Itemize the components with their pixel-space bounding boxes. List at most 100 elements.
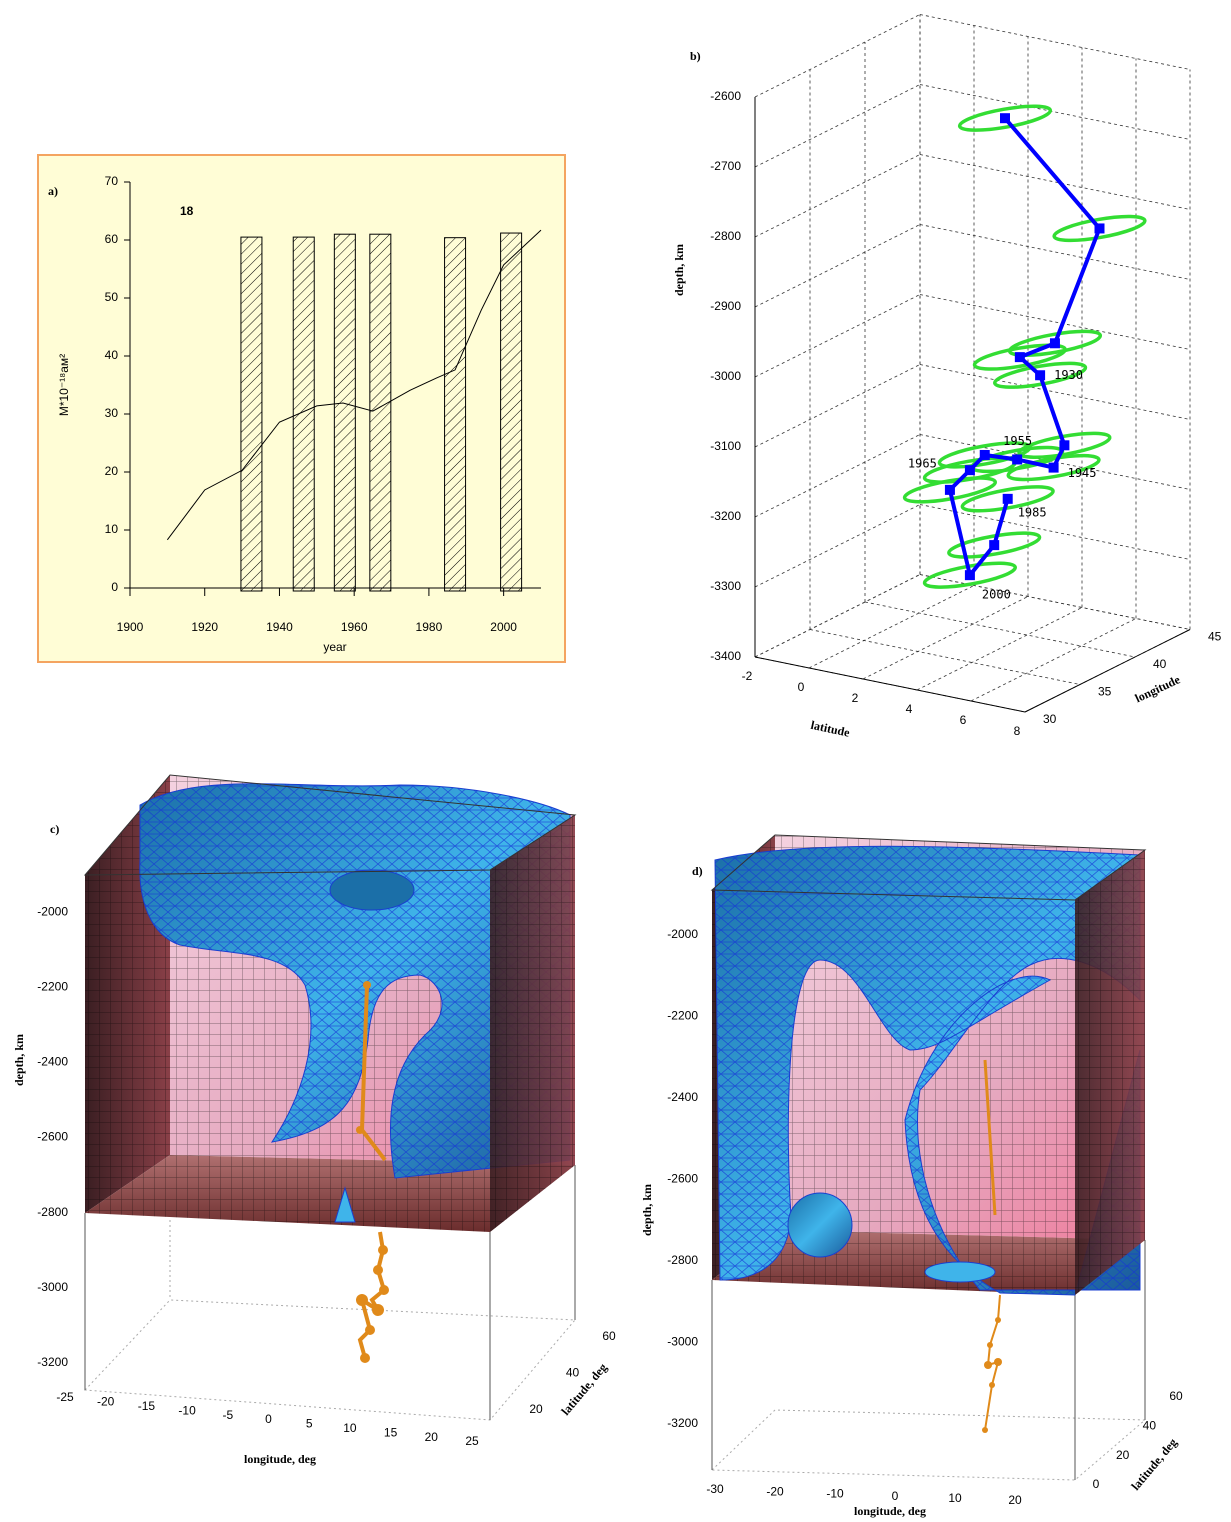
x-axis-title: longitude, deg [244, 1452, 316, 1466]
z-tick-label: -3000 [37, 1280, 68, 1294]
point [964, 465, 975, 476]
grid-line [754, 294, 921, 378]
point [1094, 223, 1105, 234]
x-axis-title: latitude [810, 718, 852, 740]
x-tick-label: 4 [906, 702, 913, 716]
point [1059, 440, 1070, 451]
error-ellipse [1052, 214, 1147, 243]
x-axis-title: longitude, deg [854, 1504, 926, 1518]
grid-line [919, 84, 1191, 140]
y-tick-label: 20 [105, 464, 119, 478]
z-axis-title: depth, km [672, 244, 686, 296]
x-tick-label: -2 [742, 669, 753, 683]
point [1012, 454, 1023, 465]
z-tick-label: -2900 [710, 299, 741, 313]
z-tick-label: -3200 [710, 509, 741, 523]
y-tick-label: 30 [105, 406, 119, 420]
z-tick-label: -3100 [710, 439, 741, 453]
y-tick-label: 60 [105, 232, 119, 246]
z-tick-label: -3000 [710, 369, 741, 383]
bar [333, 233, 356, 592]
x-tick-label: 2000 [490, 620, 517, 634]
point [989, 540, 1000, 551]
z-tick-label: -2600 [710, 89, 741, 103]
point-label: 1955 [1003, 434, 1032, 448]
x-tick-label: -10 [826, 1487, 844, 1501]
grid-line [808, 585, 975, 669]
grid-line [919, 294, 1191, 350]
x-tick-label: 2 [852, 691, 859, 705]
x-axis-title: year [323, 640, 346, 654]
grid-line [754, 224, 921, 308]
y-tick-label: 40 [566, 1366, 580, 1380]
line [166, 229, 542, 541]
point [979, 449, 990, 460]
grid-line [754, 154, 921, 238]
grid-line [754, 14, 921, 98]
x-tick-label: -20 [97, 1395, 115, 1409]
panel-label: b) [690, 49, 701, 63]
point [964, 570, 975, 581]
z-tick-label: -2200 [37, 979, 68, 993]
point [1000, 113, 1010, 124]
x-tick-label: -15 [138, 1399, 156, 1413]
point-label: 1930 [1054, 368, 1083, 382]
z-tick-label: -2400 [37, 1055, 68, 1069]
grid-line [754, 574, 921, 658]
point [1035, 370, 1046, 381]
grid-line [754, 504, 921, 588]
bar [240, 236, 263, 592]
grid-line [916, 607, 1083, 691]
grid-line [919, 434, 1191, 490]
y-axis-title: M*10⁻¹⁸aм² [57, 354, 71, 416]
x-axis [754, 656, 1026, 713]
y-axis-title: longitude [1133, 672, 1183, 705]
error-ellipse [947, 531, 1042, 559]
trajectory [947, 116, 1102, 580]
x-tick-label: 15 [384, 1425, 398, 1439]
y-tick-label: 70 [105, 174, 119, 188]
x-tick-label: 1940 [266, 620, 293, 634]
point [1048, 462, 1059, 473]
panel-label: d) [692, 864, 703, 878]
grid-line [862, 596, 1029, 680]
point-label: 1965 [908, 457, 937, 471]
y-tick-label: 0 [111, 580, 118, 594]
z-tick-label: -2000 [37, 904, 68, 918]
z-tick-label: -3400 [710, 649, 741, 663]
grid-line [919, 154, 1191, 210]
panel-d-render [710, 834, 1147, 1481]
grid-line [919, 224, 1191, 280]
panel-c-render [83, 774, 577, 1421]
z-tick-label: -2000 [667, 927, 698, 941]
grid-line [919, 504, 1191, 560]
grid-line [919, 14, 1191, 70]
grid-line [864, 601, 1136, 658]
error-ellipse [960, 485, 1055, 513]
bar [444, 237, 467, 592]
point [1014, 352, 1025, 363]
y-tick-label: 0 [1093, 1477, 1100, 1491]
error-ellipse [972, 343, 1067, 371]
x-tick-label: 6 [960, 713, 967, 727]
grid-line [754, 364, 921, 448]
panel-label: a) [48, 184, 58, 198]
y-tick-label: 45 [1208, 630, 1222, 644]
z-tick-label: -3200 [667, 1416, 698, 1430]
x-tick-label: 1980 [416, 620, 443, 634]
z-tick-label: -3200 [37, 1355, 68, 1369]
x-tick-label: 10 [948, 1491, 962, 1505]
x-tick-label: 1900 [117, 620, 144, 634]
y-tick-label: 10 [105, 522, 119, 536]
y-tick-label: 40 [105, 348, 119, 362]
point [1049, 338, 1060, 349]
z-tick-label: -2700 [710, 159, 741, 173]
annotation: 18 [180, 204, 194, 218]
z-axis-title: depth, km [640, 1184, 654, 1236]
x-tick-label: 0 [265, 1412, 272, 1426]
z-axis-title: depth, km [12, 1034, 26, 1086]
z-tick-label: -3000 [667, 1335, 698, 1349]
point [1002, 493, 1013, 504]
point-label: 1985 [1018, 505, 1047, 519]
